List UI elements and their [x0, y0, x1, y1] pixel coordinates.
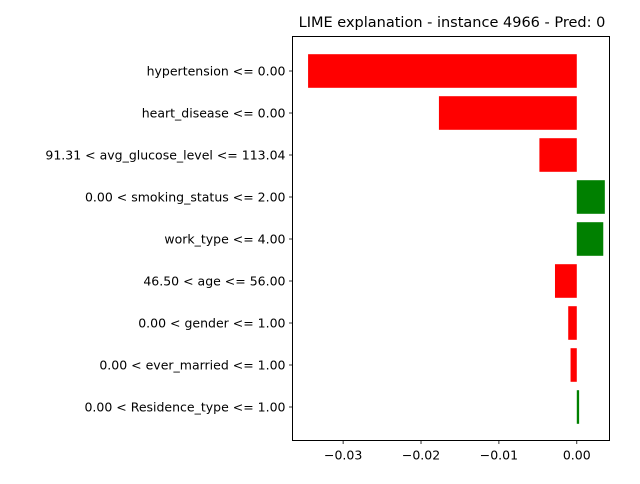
- bar-6: [568, 306, 577, 340]
- bar-8: [576, 390, 580, 424]
- y-tick-label-4: work_type <= 4.00: [164, 232, 285, 247]
- bar-4: [576, 222, 604, 256]
- x-tick-label-3: 0.00: [563, 448, 591, 463]
- y-tick-label-6: 0.00 < gender <= 1.00: [138, 316, 285, 331]
- bars-group: [308, 54, 605, 424]
- bar-1: [438, 96, 577, 130]
- y-tick-labels: hypertension <= 0.00 heart_disease <= 0.0…: [45, 64, 293, 415]
- y-tick-label-5: 46.50 < age <= 56.00: [143, 274, 285, 289]
- y-tick-label-2: 91.31 < avg_glucose_level <= 113.04: [45, 148, 285, 163]
- y-tick-label-1: heart_disease <= 0.00: [142, 106, 286, 121]
- x-tick-label-0: −0.03: [324, 448, 362, 463]
- y-tick-label-0: hypertension <= 0.00: [147, 64, 286, 79]
- bar-3: [576, 180, 605, 214]
- y-tick-label-3: 0.00 < smoking_status <= 2.00: [85, 190, 286, 205]
- chart-title: LIME explanation - instance 4966 - Pred:…: [299, 15, 606, 31]
- y-tick-label-7: 0.00 < ever_married <= 1.00: [99, 358, 285, 373]
- bar-0: [308, 54, 577, 88]
- y-tick-label-8: 0.00 < Residence_type <= 1.00: [84, 400, 285, 415]
- bar-5: [554, 264, 577, 298]
- x-tick-label-1: −0.02: [402, 448, 440, 463]
- axes-frame: [292, 36, 610, 441]
- bar-2: [539, 138, 577, 172]
- bar-7: [570, 348, 577, 382]
- x-tick-label-2: −0.01: [480, 448, 518, 463]
- x-axis: −0.03 −0.02 −0.01 0.00: [324, 440, 591, 463]
